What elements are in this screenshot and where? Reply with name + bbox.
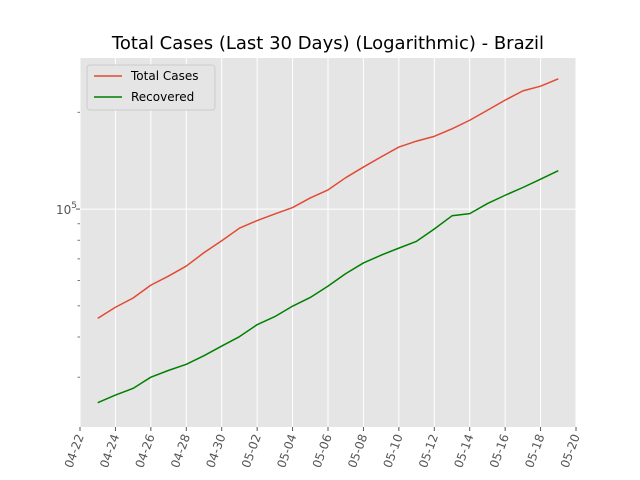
grid <box>79 58 577 427</box>
series-line-recovered <box>97 170 559 404</box>
legend: Total Cases Recovered <box>86 64 216 111</box>
series-line-total-cases <box>97 78 559 320</box>
series-lines <box>97 78 559 404</box>
chart-title: Total Cases (Last 30 Days) (Logarithmic)… <box>111 33 544 54</box>
y-axis: 105 <box>56 111 80 378</box>
y-tick-label: 105 <box>56 201 77 217</box>
legend-label-total-cases: Total Cases <box>130 69 198 83</box>
legend-label-recovered: Recovered <box>131 90 194 104</box>
